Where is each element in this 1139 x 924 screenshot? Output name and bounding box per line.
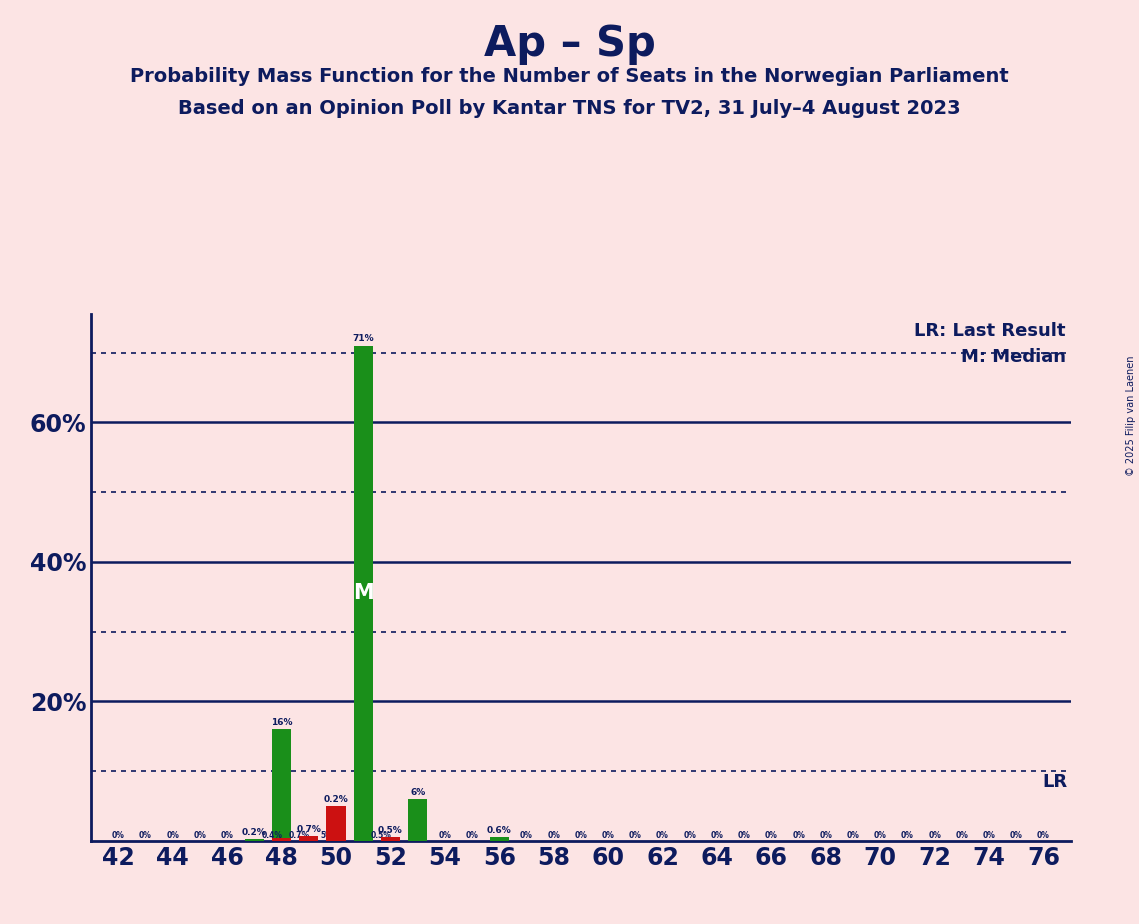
Bar: [380, 837, 400, 841]
Text: 5%: 5%: [320, 832, 333, 840]
Text: 0.5%: 0.5%: [370, 832, 392, 840]
Text: 0.2%: 0.2%: [241, 828, 267, 837]
Text: 0%: 0%: [711, 832, 723, 840]
Text: 0%: 0%: [221, 832, 233, 840]
Text: 0.2%: 0.2%: [323, 795, 349, 804]
Text: M: Median: M: Median: [961, 348, 1066, 367]
Text: 0.6%: 0.6%: [486, 825, 511, 834]
Text: Probability Mass Function for the Number of Seats in the Norwegian Parliament: Probability Mass Function for the Number…: [130, 67, 1009, 86]
Text: 0%: 0%: [983, 832, 995, 840]
Text: 0%: 0%: [194, 832, 206, 840]
Text: 0%: 0%: [683, 832, 696, 840]
Bar: [327, 839, 345, 841]
Text: Based on an Opinion Poll by Kantar TNS for TV2, 31 July–4 August 2023: Based on an Opinion Poll by Kantar TNS f…: [178, 99, 961, 118]
Text: 0%: 0%: [656, 832, 669, 840]
Text: 0.4%: 0.4%: [262, 832, 282, 840]
Text: 0%: 0%: [765, 832, 778, 840]
Bar: [272, 729, 292, 841]
Text: Ap – Sp: Ap – Sp: [484, 23, 655, 65]
Bar: [490, 836, 509, 841]
Text: 0%: 0%: [819, 832, 833, 840]
Text: 0%: 0%: [874, 832, 886, 840]
Bar: [408, 799, 427, 841]
Bar: [272, 838, 292, 841]
Text: 0%: 0%: [601, 832, 615, 840]
Text: LR: Last Result: LR: Last Result: [915, 322, 1066, 340]
Text: 0%: 0%: [547, 832, 560, 840]
Text: 16%: 16%: [271, 718, 293, 727]
Text: 0%: 0%: [112, 832, 125, 840]
Text: 0%: 0%: [466, 832, 478, 840]
Text: 0%: 0%: [956, 832, 968, 840]
Bar: [245, 839, 264, 841]
Text: 0%: 0%: [629, 832, 641, 840]
Text: 71%: 71%: [352, 334, 374, 344]
Text: 0%: 0%: [846, 832, 860, 840]
Text: 0%: 0%: [901, 832, 913, 840]
Text: M: M: [353, 583, 374, 603]
Bar: [300, 836, 318, 841]
Text: © 2025 Filip van Laenen: © 2025 Filip van Laenen: [1125, 356, 1136, 476]
Text: 0.7%: 0.7%: [296, 825, 321, 833]
Text: 6%: 6%: [410, 788, 425, 796]
Bar: [327, 806, 345, 841]
Text: 0%: 0%: [139, 832, 151, 840]
Text: 0%: 0%: [166, 832, 179, 840]
Text: LR: LR: [1043, 773, 1068, 791]
Text: 0%: 0%: [1036, 832, 1050, 840]
Bar: [354, 346, 372, 841]
Text: 0.7%: 0.7%: [288, 832, 310, 840]
Text: 0%: 0%: [792, 832, 805, 840]
Text: 0.5%: 0.5%: [378, 826, 403, 835]
Text: 0%: 0%: [1010, 832, 1023, 840]
Text: 0%: 0%: [439, 832, 451, 840]
Text: 0%: 0%: [738, 832, 751, 840]
Text: 0%: 0%: [928, 832, 941, 840]
Text: 0%: 0%: [574, 832, 588, 840]
Text: 0%: 0%: [521, 832, 533, 840]
